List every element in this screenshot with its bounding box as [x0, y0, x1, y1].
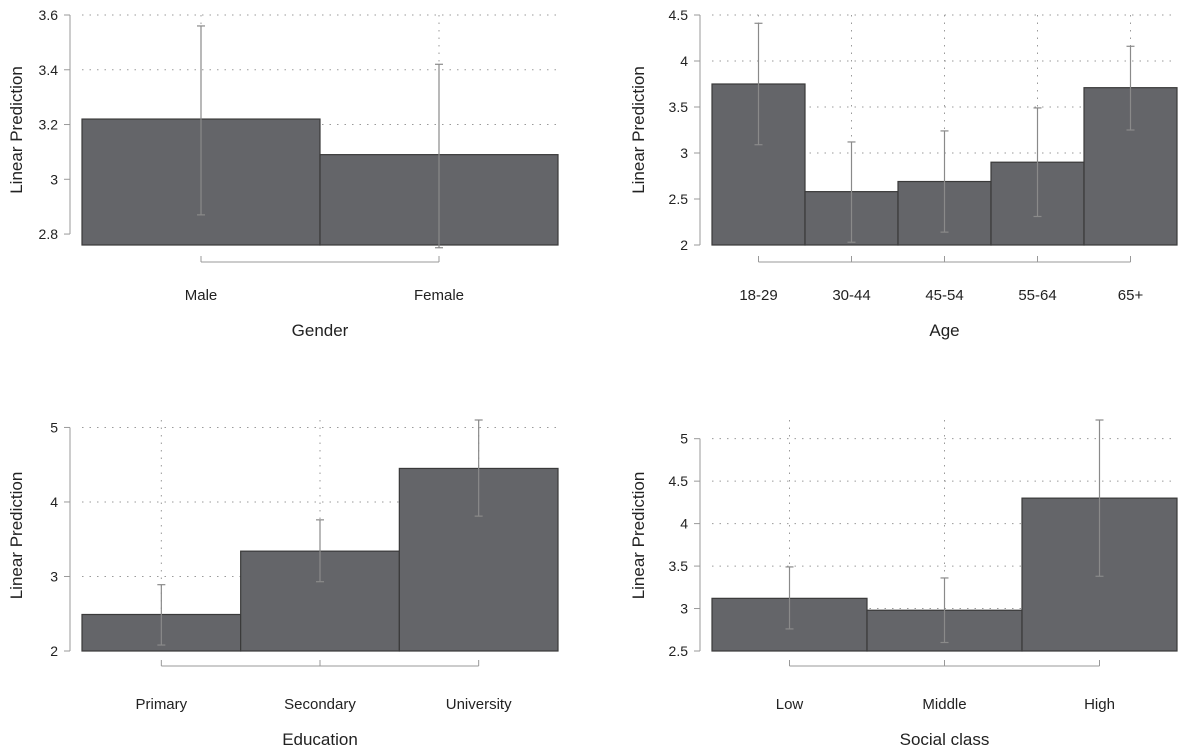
y-tick-label: 3.6: [39, 7, 59, 23]
y-tick-label: 3: [50, 171, 58, 187]
chart-panel-1: 2.8 3 3.2 3.4 3.6 Male Female Gender Linear Pred…: [7, 7, 559, 340]
x-category-label: 65+: [1118, 287, 1144, 304]
y-tick-label: 2: [50, 643, 58, 659]
chart-panel-2: 2 2.5 3 3.5 4 4.5 18-29 30-44 45-54 55-64 65+ Age Li…: [629, 7, 1178, 340]
chart-panel-3: 2 3 4 5 Primary Secondary University Education L…: [7, 419, 559, 749]
x-category-label: High: [1084, 696, 1115, 713]
y-axis-title: Linear Prediction: [7, 66, 26, 194]
x-category-label: 45-54: [925, 287, 963, 304]
x-axis-title: Gender: [292, 321, 349, 340]
y-tick-label: 5: [680, 431, 688, 447]
y-tick-label: 4: [680, 516, 688, 532]
y-tick-label: 3: [680, 601, 688, 617]
x-category-label: 30-44: [832, 287, 870, 304]
y-tick-label: 4.5: [669, 7, 689, 23]
y-tick-label: 3.4: [39, 62, 59, 78]
y-tick-label: 3.5: [669, 99, 689, 115]
y-tick-label: 4.5: [669, 473, 689, 489]
y-tick-label: 2.5: [669, 191, 689, 207]
y-tick-label: 3.5: [669, 558, 689, 574]
x-category-label: Middle: [922, 696, 966, 713]
y-tick-label: 3: [680, 145, 688, 161]
chart-panel-4: 2.5 3 3.5 4 4.5 5 Low Middle High Social class Lin…: [629, 419, 1178, 749]
x-axis-title: Education: [282, 730, 358, 749]
x-axis-title: Social class: [900, 730, 990, 749]
y-tick-label: 2.8: [39, 226, 59, 242]
y-tick-label: 2: [680, 237, 688, 253]
x-category-label: Low: [776, 696, 804, 713]
x-category-label: Primary: [135, 696, 187, 713]
x-category-label: Female: [414, 287, 464, 304]
y-tick-label: 3: [50, 568, 58, 584]
y-tick-label: 5: [50, 419, 58, 435]
x-category-label: University: [446, 696, 512, 713]
x-category-label: Secondary: [284, 696, 356, 713]
y-tick-label: 2.5: [669, 643, 689, 659]
y-tick-label: 4: [680, 53, 688, 69]
x-category-label: 18-29: [739, 287, 777, 304]
y-axis-title: Linear Prediction: [629, 66, 648, 194]
y-axis-title: Linear Prediction: [7, 472, 26, 600]
x-category-label: 55-64: [1018, 287, 1056, 304]
y-tick-label: 3.2: [39, 117, 59, 133]
x-category-label: Male: [185, 287, 218, 304]
y-tick-label: 4: [50, 494, 58, 510]
y-axis-title: Linear Prediction: [629, 472, 648, 600]
x-axis-title: Age: [929, 321, 959, 340]
